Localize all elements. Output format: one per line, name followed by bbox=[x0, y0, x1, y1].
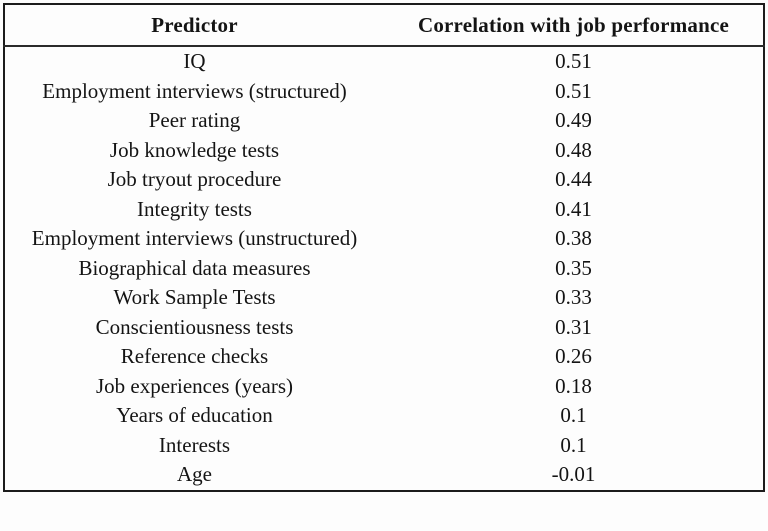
correlation-cell: 0.48 bbox=[555, 137, 592, 162]
table-row: Reference checks 0.26 bbox=[4, 342, 764, 372]
table-row: Peer rating 0.49 bbox=[4, 106, 764, 136]
table-row: Age -0.01 bbox=[4, 460, 764, 491]
predictor-cell: Peer rating bbox=[148, 108, 241, 133]
column-header-correlation: Correlation with job performance bbox=[384, 4, 764, 47]
predictor-cell: Job experiences (years) bbox=[95, 373, 294, 398]
predictor-cell: Age bbox=[177, 462, 212, 487]
predictor-cell: Work Sample Tests bbox=[113, 285, 276, 310]
table-row: Job experiences (years) 0.18 bbox=[4, 372, 764, 402]
correlation-cell: 0.18 bbox=[555, 373, 592, 398]
predictor-cell: Conscientiousness tests bbox=[95, 314, 294, 339]
predictor-cell: Integrity tests bbox=[137, 196, 252, 221]
correlation-cell: 0.1 bbox=[560, 432, 587, 457]
correlation-cell: 0.31 bbox=[555, 314, 592, 339]
correlation-cell: 0.38 bbox=[555, 226, 592, 251]
predictor-cell: Biographical data measures bbox=[78, 255, 311, 280]
correlation-cell: 0.44 bbox=[555, 167, 592, 192]
table-row: Job knowledge tests 0.48 bbox=[4, 136, 764, 166]
table-row: Employment interviews (unstructured) 0.38 bbox=[4, 224, 764, 254]
correlation-cell: 0.41 bbox=[555, 196, 592, 221]
correlation-cell: 0.49 bbox=[555, 108, 592, 133]
predictor-cell: Employment interviews (structured) bbox=[42, 78, 347, 103]
correlation-cell: 0.51 bbox=[555, 49, 592, 74]
table-row: Employment interviews (structured) 0.51 bbox=[4, 77, 764, 107]
table-header: Predictor Correlation with job performan… bbox=[4, 4, 764, 47]
table-row: Integrity tests 0.41 bbox=[4, 195, 764, 225]
table-row: Job tryout procedure 0.44 bbox=[4, 165, 764, 195]
correlation-cell: 0.1 bbox=[560, 403, 587, 428]
predictor-cell: Employment interviews (unstructured) bbox=[31, 226, 358, 251]
correlation-cell: 0.51 bbox=[555, 78, 592, 103]
header-row: Predictor Correlation with job performan… bbox=[4, 4, 764, 47]
predictor-cell: IQ bbox=[183, 49, 206, 74]
table-body: IQ 0.51 Employment interviews (structured)… bbox=[4, 46, 764, 491]
correlation-cell: 0.35 bbox=[555, 255, 592, 280]
predictor-cell: Job knowledge tests bbox=[109, 137, 280, 162]
table-row: Interests 0.1 bbox=[4, 431, 764, 461]
predictor-cell: Interests bbox=[158, 432, 231, 457]
predictor-cell: Reference checks bbox=[120, 344, 269, 369]
correlation-cell: 0.26 bbox=[555, 344, 592, 369]
table-row: Biographical data measures 0.35 bbox=[4, 254, 764, 284]
predictor-cell: Years of education bbox=[116, 403, 273, 428]
correlation-cell: 0.33 bbox=[555, 285, 592, 310]
predictor-cell: Job tryout procedure bbox=[107, 167, 282, 192]
table-row: Work Sample Tests 0.33 bbox=[4, 283, 764, 313]
predictor-correlation-table: Predictor Correlation with job performan… bbox=[3, 3, 765, 492]
table-row: IQ 0.51 bbox=[4, 46, 764, 77]
table-row: Conscientiousness tests 0.31 bbox=[4, 313, 764, 343]
correlation-cell: -0.01 bbox=[551, 462, 596, 487]
table-row: Years of education 0.1 bbox=[4, 401, 764, 431]
column-header-predictor: Predictor bbox=[4, 4, 384, 47]
